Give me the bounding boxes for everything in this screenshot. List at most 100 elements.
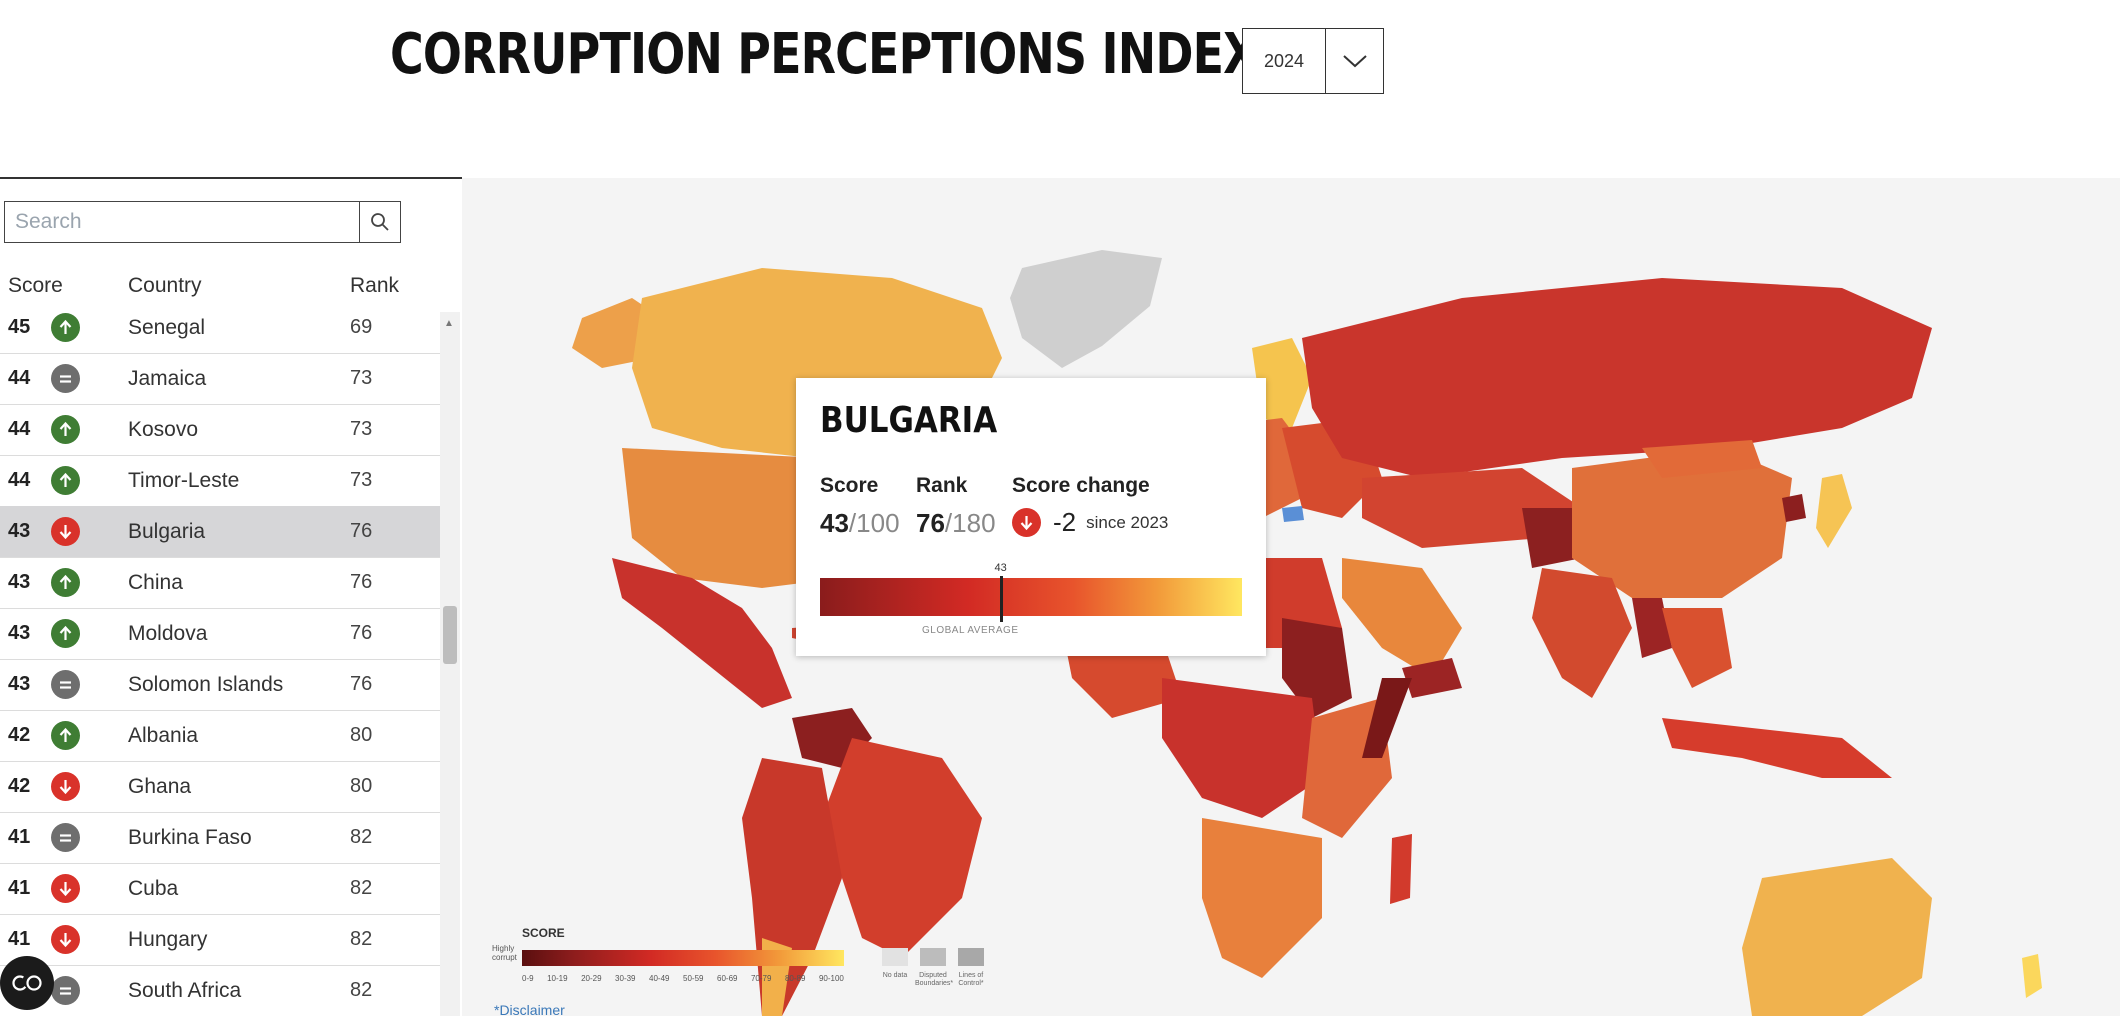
row-rank: 73 xyxy=(350,367,373,389)
row-country: Ghana xyxy=(128,775,192,798)
row-country: Senegal xyxy=(128,316,206,339)
row-score: 44 xyxy=(8,418,31,440)
country-row[interactable]: 42 Ghana 80 xyxy=(0,761,440,813)
legend-no-data-label: No data xyxy=(882,972,908,979)
row-score: 43 xyxy=(8,520,31,542)
map-country-sudan[interactable] xyxy=(1282,618,1352,718)
search-icon[interactable] xyxy=(359,202,400,242)
country-row[interactable]: 41 Hungary 82 xyxy=(0,914,440,966)
map-country-mexico[interactable] xyxy=(612,558,792,708)
column-header-score[interactable]: Score xyxy=(8,274,63,297)
country-row[interactable]: 43 China 76 xyxy=(0,557,440,609)
map-country-scandinavia[interactable] xyxy=(1252,338,1312,428)
chevron-down-icon[interactable] xyxy=(1326,29,1383,93)
map-country-china[interactable] xyxy=(1572,448,1792,598)
scrollbar-thumb[interactable] xyxy=(443,606,457,664)
legend-lines-of-control-swatch xyxy=(958,948,984,966)
country-row[interactable]: 43 Solomon Islands 76 xyxy=(0,659,440,711)
legend-tick: 10-19 xyxy=(547,974,568,983)
country-row[interactable]: 45 Senegal 69 xyxy=(0,312,440,354)
row-country: Jamaica xyxy=(128,367,207,390)
legend-tick: 0-9 xyxy=(522,974,534,983)
legend-tick: 90-100 xyxy=(818,974,844,983)
legend-tick: 50-59 xyxy=(683,974,704,983)
row-country: Bulgaria xyxy=(128,520,206,543)
map-country-mongolia[interactable] xyxy=(1642,440,1762,478)
arrow-down-icon xyxy=(51,925,80,954)
map-country-japan[interactable] xyxy=(1816,474,1852,548)
map-country-arabia[interactable] xyxy=(1342,558,1462,678)
legend-disputed-label: Disputed Boundaries* xyxy=(915,972,954,987)
year-dropdown[interactable]: 2024 xyxy=(1242,28,1384,94)
row-rank: 76 xyxy=(350,571,373,593)
disclaimer-link[interactable]: *Disclaimer xyxy=(494,1002,565,1018)
country-list[interactable]: 45 Senegal 69 44 Jamaica 73 44 Kosovo 73 44 Timor-… xyxy=(0,312,440,1016)
map-country-somalia[interactable] xyxy=(1362,678,1412,758)
legend-tick: 40-49 xyxy=(649,974,670,983)
row-rank: 76 xyxy=(350,622,373,644)
row-score: 41 xyxy=(8,826,31,848)
arrow-up-icon xyxy=(51,619,80,648)
map-country-bulgaria[interactable] xyxy=(1282,506,1304,522)
map-country-brazil[interactable] xyxy=(822,738,982,958)
row-country: South Africa xyxy=(128,979,242,1002)
column-header-rank[interactable]: Rank xyxy=(350,274,400,297)
tooltip-rank-label: Rank xyxy=(916,474,968,497)
row-country: Burkina Faso xyxy=(128,826,252,849)
row-country: Albania xyxy=(128,724,199,747)
map-country-new-zealand[interactable] xyxy=(2022,954,2042,998)
map-country-greenland[interactable] xyxy=(1010,250,1162,368)
tooltip-since-text: since 2023 xyxy=(1086,512,1169,532)
map-country-yemen[interactable] xyxy=(1402,658,1462,698)
map-country-myanmar[interactable] xyxy=(1632,598,1672,658)
row-country: Kosovo xyxy=(128,418,199,441)
map-country-india[interactable] xyxy=(1532,568,1632,698)
country-row[interactable]: 43 Bulgaria 76 xyxy=(0,506,440,558)
country-row[interactable]: 44 Kosovo 73 xyxy=(0,404,440,456)
tooltip-score-value: 43/100 xyxy=(820,508,900,538)
tooltip-score-marker xyxy=(999,576,1003,622)
map-country-australia[interactable] xyxy=(1742,858,1932,1016)
map-country-southeast-asia[interactable] xyxy=(1662,608,1732,688)
country-row[interactable]: 41 Cuba 82 xyxy=(0,863,440,915)
row-country: Solomon Islands xyxy=(128,673,284,696)
equal-icon xyxy=(51,670,80,699)
country-row[interactable]: 44 Jamaica 73 xyxy=(0,353,440,405)
map-country-indonesia[interactable] xyxy=(1662,718,1892,778)
arrow-up-icon xyxy=(51,466,80,495)
map-country-afghanistan[interactable] xyxy=(1522,508,1582,568)
cookie-settings-icon[interactable] xyxy=(0,956,54,1010)
legend-tick: 60-69 xyxy=(717,974,738,983)
row-score: 44 xyxy=(8,367,31,389)
world-map[interactable] xyxy=(462,178,2120,1016)
search-input[interactable] xyxy=(5,202,359,242)
row-score: 43 xyxy=(8,571,31,593)
map-country-southern-africa[interactable] xyxy=(1202,818,1322,978)
row-rank: 76 xyxy=(350,520,373,542)
column-header-country[interactable]: Country xyxy=(128,274,202,297)
country-row[interactable]: 44 Timor-Leste 73 xyxy=(0,455,440,507)
country-row[interactable]: 41 Burkina Faso 82 xyxy=(0,812,440,864)
legend-disputed-swatch xyxy=(920,948,946,966)
tooltip-score-label: Score xyxy=(820,474,879,497)
country-row[interactable]: 43 Moldova 76 xyxy=(0,608,440,660)
arrow-up-icon xyxy=(51,721,80,750)
scroll-up-arrow-icon[interactable]: ▲ xyxy=(444,318,454,329)
arrow-down-icon xyxy=(51,874,80,903)
map-country-korea[interactable] xyxy=(1782,494,1806,522)
row-score: 43 xyxy=(8,622,31,644)
country-row[interactable]: 42 Albania 80 xyxy=(0,710,440,762)
map-country-russia[interactable] xyxy=(1302,278,1932,478)
row-country: Moldova xyxy=(128,622,208,645)
map-country-central-africa[interactable] xyxy=(1162,678,1322,818)
row-score: 42 xyxy=(8,775,31,797)
row-country: Cuba xyxy=(128,877,179,900)
row-rank: 73 xyxy=(350,418,373,440)
scrollbar-track[interactable] xyxy=(440,312,460,1016)
row-score: 43 xyxy=(8,673,31,695)
tooltip-change-label: Score change xyxy=(1012,474,1150,497)
map-country-madagascar[interactable] xyxy=(1390,834,1412,904)
row-rank: 80 xyxy=(350,724,373,746)
page-title: CORRUPTION PERCEPTIONS INDEX xyxy=(390,22,1259,87)
